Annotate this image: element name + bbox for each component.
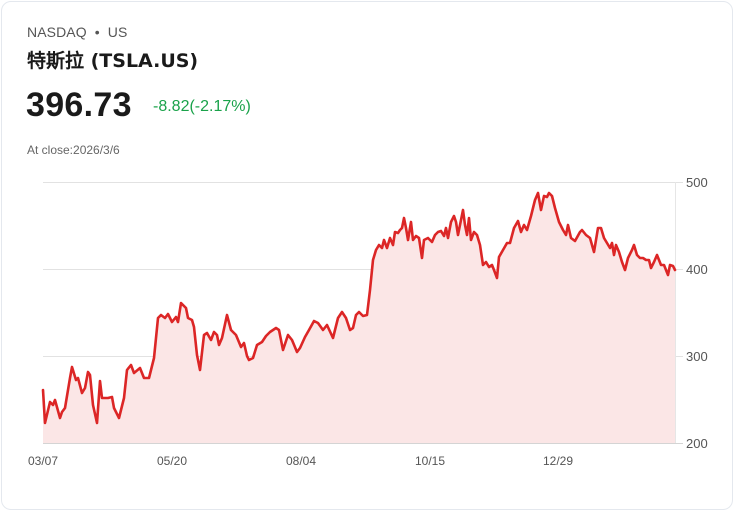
market-name: US	[107, 24, 128, 40]
y-tick-300: 300	[686, 349, 708, 364]
x-tick-1: 05/20	[157, 454, 187, 468]
separator-dot: •	[94, 24, 100, 40]
close-date: At close:2026/3/6	[27, 143, 120, 157]
price-line	[41, 191, 677, 425]
exchange-line: NASDAQ • US	[27, 24, 127, 40]
current-price: 396.73	[26, 86, 132, 124]
x-axis: 03/07 05/20 08/04 10/15 12/29	[28, 454, 573, 468]
price-area-fill	[43, 193, 675, 443]
x-tick-2: 08/04	[286, 454, 316, 468]
y-tick-500: 500	[686, 175, 708, 190]
exchange-name: NASDAQ	[27, 24, 87, 40]
stock-title: 特斯拉 (TSLA.US)	[27, 50, 199, 72]
x-tick-4: 12/29	[543, 454, 573, 468]
y-tick-200: 200	[686, 436, 708, 451]
price-change: -8.82(-2.17%)	[153, 98, 251, 115]
x-tick-3: 10/15	[415, 454, 445, 468]
x-tick-0: 03/07	[28, 454, 58, 468]
y-tick-400: 400	[686, 262, 708, 277]
y-axis: 500 400 300 200	[686, 175, 708, 451]
